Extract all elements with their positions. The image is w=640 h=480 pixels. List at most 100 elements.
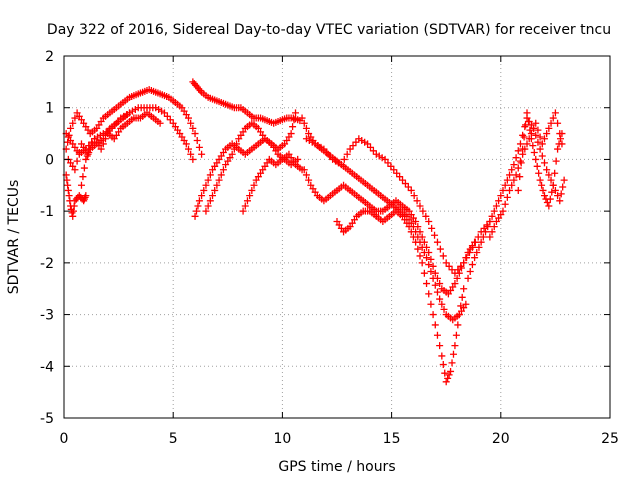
y-tick-label: 0 [45, 152, 54, 168]
data-point [543, 166, 551, 174]
grid [64, 56, 610, 418]
data-point [77, 181, 85, 189]
y-tick-label: -2 [40, 256, 54, 272]
data-point [554, 192, 562, 200]
data-point [533, 162, 541, 170]
data-point [302, 171, 310, 179]
data-point [187, 119, 195, 127]
series-arc-5 [77, 109, 134, 189]
data-point [429, 262, 437, 270]
data-point [527, 135, 535, 143]
data-point [556, 135, 564, 143]
data-point [67, 124, 75, 132]
data-point [549, 114, 557, 122]
data-point [495, 197, 503, 205]
data-point [409, 233, 417, 241]
data-point [559, 183, 567, 191]
data-point [512, 171, 520, 179]
data-point [457, 302, 465, 310]
x-tick-label: 25 [601, 431, 619, 447]
data-point [418, 233, 426, 241]
data-point [433, 288, 441, 296]
data-point [300, 119, 308, 127]
data-point [451, 280, 459, 288]
data-point [69, 212, 77, 220]
data-point [538, 181, 546, 189]
series-arc-6 [189, 78, 304, 127]
data-point [82, 155, 90, 163]
data-point [298, 114, 306, 122]
data-point [420, 238, 428, 246]
data-point [538, 140, 546, 148]
y-tick-label: -5 [40, 411, 54, 427]
data-point [534, 138, 542, 146]
data-point [557, 190, 565, 198]
data-point [444, 374, 452, 382]
data-point [540, 135, 548, 143]
data-point [250, 181, 258, 189]
data-point [449, 350, 457, 358]
data-point [198, 150, 206, 158]
data-point [468, 261, 476, 269]
series-arc-9 [239, 150, 306, 215]
x-tick-label: 0 [60, 431, 69, 447]
data-point [538, 152, 546, 160]
data-point [556, 197, 564, 205]
data-point [548, 188, 556, 196]
data-point [554, 145, 562, 153]
data-point [516, 140, 524, 148]
data-point [433, 238, 441, 246]
data-point [431, 269, 439, 277]
data-point [63, 176, 71, 184]
data-point [423, 243, 431, 251]
y-tick-label: -3 [40, 308, 54, 324]
data-point [189, 155, 197, 163]
data-point [519, 131, 527, 139]
data-point [501, 181, 509, 189]
data-point [536, 133, 544, 141]
data-point [506, 186, 514, 194]
data-point [465, 249, 473, 257]
data-point [545, 124, 553, 132]
data-point [512, 154, 520, 162]
data-point [448, 359, 456, 367]
data-point [464, 274, 472, 282]
data-point [300, 166, 308, 174]
data-point [64, 186, 72, 194]
data-point [545, 202, 553, 210]
data-point [215, 176, 223, 184]
data-point [219, 166, 227, 174]
data-point [85, 149, 93, 157]
data-point [482, 228, 490, 236]
data-point [187, 150, 195, 158]
data-point [433, 331, 441, 339]
data-point [427, 267, 435, 275]
data-point [184, 114, 192, 122]
data-point [436, 295, 444, 303]
x-tick-label: 15 [383, 431, 401, 447]
data-point [198, 192, 206, 200]
data-point [560, 176, 568, 184]
data-point [532, 155, 540, 163]
data-point [466, 267, 474, 275]
data-point [248, 186, 256, 194]
data-point [191, 212, 199, 220]
data-point [497, 192, 505, 200]
data-point [468, 243, 476, 251]
data-point [490, 223, 498, 231]
data-point [488, 228, 496, 236]
data-point [510, 161, 518, 169]
data-point [427, 255, 435, 263]
data-point [195, 143, 203, 151]
data-point [189, 124, 197, 132]
data-point [191, 130, 199, 138]
data-point [425, 249, 433, 257]
data-point [410, 192, 418, 200]
data-point [294, 155, 302, 163]
data-point [535, 169, 543, 177]
data-point [530, 149, 538, 157]
data-point [532, 131, 540, 139]
data-point [460, 259, 468, 267]
data-point [228, 150, 236, 158]
data-point [521, 123, 529, 131]
